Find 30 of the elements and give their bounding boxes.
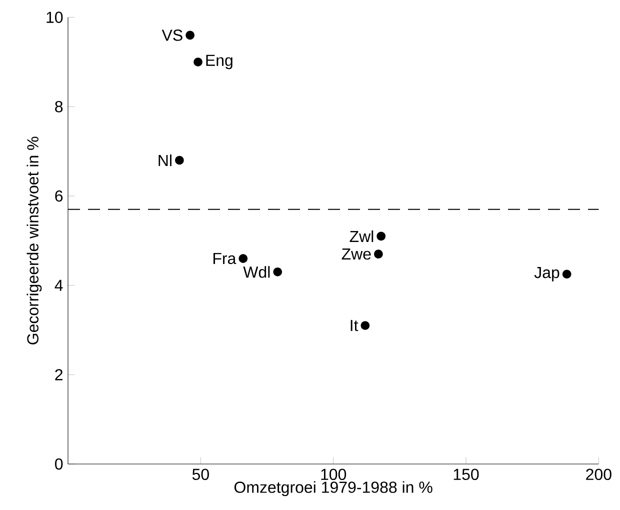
y-axis-title: Gecorrigeerde winstvoet in % bbox=[26, 136, 42, 344]
x-tick-label: 150 bbox=[454, 468, 479, 480]
point bbox=[376, 232, 386, 241]
point bbox=[562, 270, 572, 279]
point bbox=[175, 156, 184, 165]
point bbox=[238, 254, 248, 263]
annotation: Fra bbox=[214, 252, 236, 264]
point bbox=[360, 321, 370, 330]
y-tick-label: 2 bbox=[55, 369, 62, 380]
annotation: Zwl bbox=[350, 230, 374, 242]
y-tick-label: 0 bbox=[55, 458, 63, 470]
x-tick-label: 100 bbox=[321, 468, 346, 480]
annotation: Nl bbox=[158, 154, 172, 166]
annotation: VS bbox=[162, 30, 182, 41]
x-tick-label: 200 bbox=[586, 468, 612, 480]
y-tick-label: 6 bbox=[55, 190, 63, 202]
point bbox=[374, 250, 383, 258]
annotation: Zwe bbox=[342, 248, 371, 260]
annotation: Jap bbox=[534, 267, 560, 282]
y-tick-label: 8 bbox=[55, 101, 63, 112]
annotation: It bbox=[350, 320, 358, 332]
y-tick-label: 4 bbox=[54, 280, 63, 291]
x-axis-title: Omzetgroei 1979-1988 in % bbox=[234, 481, 432, 496]
annotation: Wdl bbox=[243, 266, 270, 278]
point bbox=[186, 30, 194, 40]
y-tick-label: 10 bbox=[46, 12, 63, 23]
x-tick-label: 50 bbox=[192, 468, 209, 480]
annotation: Eng bbox=[206, 54, 232, 70]
point bbox=[194, 58, 202, 66]
point bbox=[273, 268, 282, 276]
